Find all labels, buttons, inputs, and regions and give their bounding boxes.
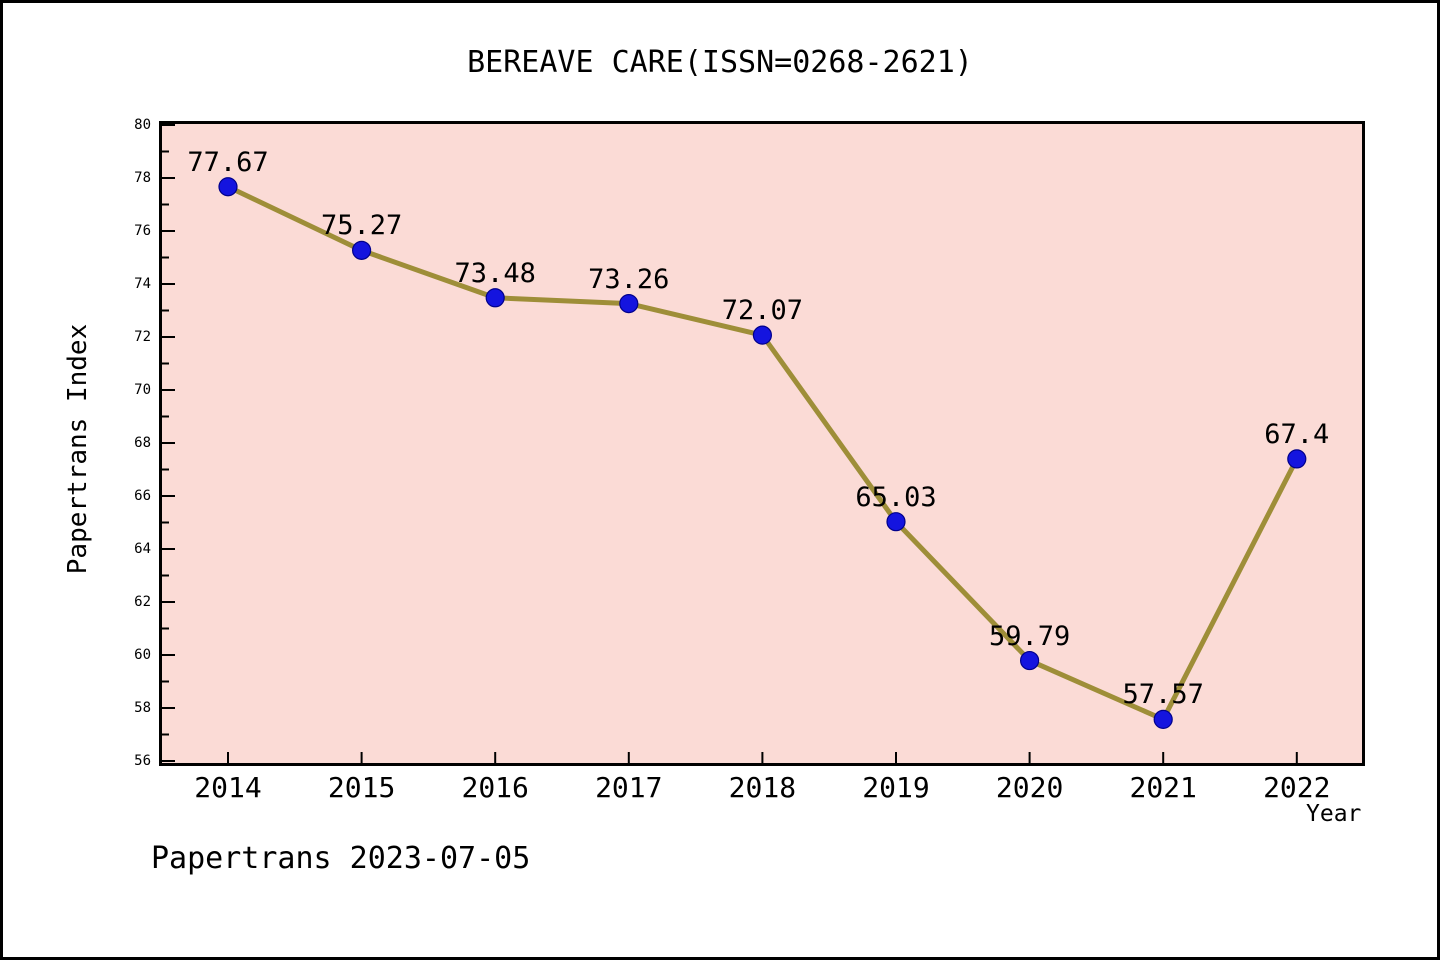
x-tick-label: 2016 — [461, 771, 529, 804]
x-axis-title: Year — [1306, 801, 1362, 827]
y-tick-label: 76 — [134, 223, 151, 239]
chart-title: BEREAVE CARE(ISSN=0268-2621) — [467, 45, 973, 80]
data-point — [619, 294, 639, 314]
x-tick-label: 2020 — [995, 771, 1064, 804]
y-tick-label: 72 — [134, 329, 151, 345]
y-axis-title: Papertrans Index — [63, 323, 93, 575]
y-tick-label: 64 — [134, 541, 151, 557]
data-point — [1019, 650, 1040, 671]
data-point — [1153, 709, 1173, 729]
y-tick-label: 74 — [134, 276, 151, 292]
data-point — [218, 177, 238, 197]
data-point — [485, 288, 505, 308]
x-tick-label: 2022 — [1263, 771, 1331, 804]
watermark-text: Papertrans 2023-07-05 — [151, 841, 531, 876]
y-tick-label: 68 — [134, 435, 151, 451]
x-tick-label: 2018 — [728, 771, 797, 804]
data-point — [352, 240, 372, 260]
x-tick-label: 2014 — [194, 771, 262, 804]
y-tick-label: 70 — [134, 382, 151, 398]
x-tick-label: 2017 — [595, 771, 663, 804]
x-tick-label: 2021 — [1129, 771, 1197, 804]
y-tick-label: 66 — [134, 488, 151, 504]
y-tick-label: 80 — [134, 117, 151, 133]
x-tick-label: 2015 — [327, 771, 396, 804]
series-line — [225, 184, 1300, 722]
y-tick-label: 56 — [134, 753, 151, 769]
y-tick-label: 62 — [134, 594, 151, 610]
y-tick-label: 78 — [134, 170, 151, 186]
y-tick-label: 58 — [134, 700, 151, 716]
data-point — [1287, 449, 1307, 469]
y-tick-label: 60 — [134, 647, 151, 663]
plot-area: 77.67 75.27 73.48 73.26 72.07 65.03 59.79 57.57… — [159, 121, 1365, 766]
data-point — [886, 512, 906, 532]
data-point — [752, 325, 773, 345]
x-tick-label: 2019 — [862, 771, 930, 804]
line-series-svg — [162, 124, 1307, 763]
